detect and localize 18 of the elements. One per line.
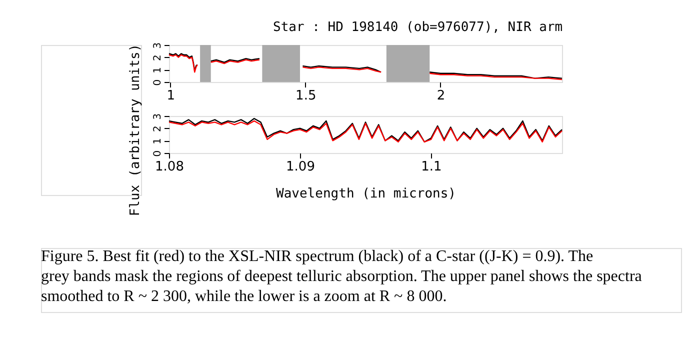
x-tick-label: 1.09 <box>286 160 315 174</box>
y-tick-label: 3 <box>152 42 164 49</box>
y-tick-label: 3 <box>152 113 164 120</box>
x-tick-label: 2 <box>436 88 446 104</box>
caption: Figure 5. Best fit (red) to the XSL-NIR spectrum (black) of a C-star ((J-K) = 0.9). The grey bands mask the regions of deepest telluric absorption. The upper panel shows the spectra smoothed to R ~ 2 300, while the lower is a zoom at R ~ 8 000. <box>41 248 642 305</box>
x-tick-label: 1.08 <box>155 160 184 174</box>
x-tick-label: 1.1 <box>421 160 442 174</box>
x-tick-label: 1.5 <box>296 88 316 104</box>
y-tick-label: 0 <box>152 79 164 86</box>
y-tick-label: 1 <box>152 138 164 144</box>
y-tick-label: 0 <box>152 150 164 157</box>
y-tick-label: 2 <box>152 54 164 62</box>
y-tick-label: 1 <box>152 66 164 74</box>
x-axis-title: Wavelength (in microns) <box>276 186 456 202</box>
y-axis-title: Flux (arbitrary units) <box>128 44 143 216</box>
chart-title: Star : HD 198140 (ob=976077), NIR arm <box>273 20 563 35</box>
y-tick-label: 2 <box>152 126 164 132</box>
x-tick-label: 1 <box>166 88 175 104</box>
